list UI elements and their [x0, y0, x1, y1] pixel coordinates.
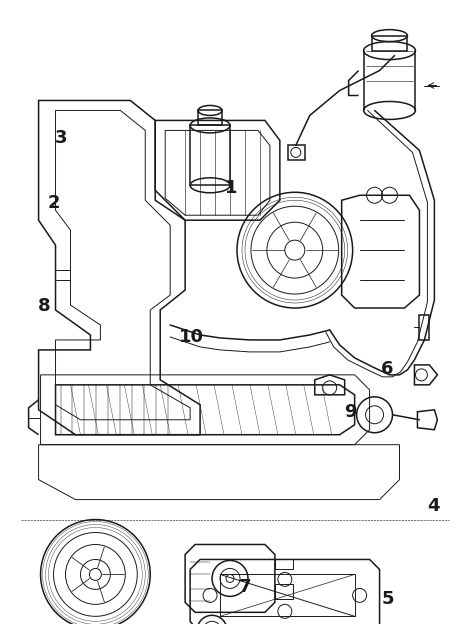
Text: 9: 9: [345, 403, 357, 421]
Text: 10: 10: [179, 329, 204, 346]
Text: 7: 7: [238, 578, 251, 596]
Text: 5: 5: [381, 591, 394, 608]
Text: 3: 3: [55, 129, 67, 147]
Text: 2: 2: [48, 194, 60, 213]
Text: 8: 8: [38, 298, 51, 315]
Text: 6: 6: [381, 359, 394, 378]
Text: 4: 4: [427, 497, 440, 515]
Text: 1: 1: [225, 179, 237, 197]
